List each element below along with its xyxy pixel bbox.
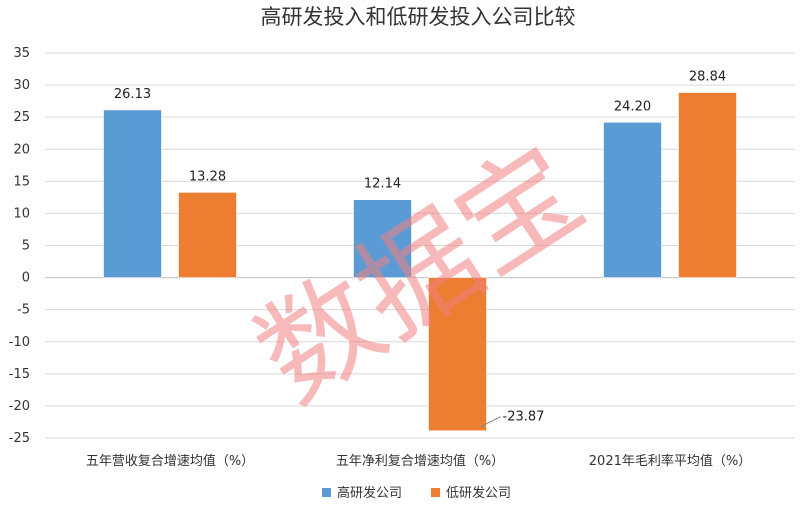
- y-tick-label: 5: [22, 239, 30, 254]
- y-tick-label: 30: [13, 78, 30, 93]
- x-category-label: 2021年毛利率平均值（%）: [589, 453, 751, 469]
- y-tick-label: 35: [13, 46, 30, 61]
- y-tick-label: 15: [13, 174, 30, 189]
- bar: [353, 199, 412, 278]
- y-tick-label: -20: [9, 399, 30, 414]
- y-tick-label: -10: [9, 335, 30, 350]
- data-label-leader: [480, 416, 501, 428]
- chart-title: 高研发投入和低研发投入公司比较: [261, 5, 576, 29]
- data-label: -23.87: [503, 410, 545, 425]
- bar: [103, 109, 162, 278]
- bar: [678, 92, 737, 278]
- x-category-label: 五年营收复合增速均值（%）: [86, 453, 254, 469]
- legend-swatch-low-rd: [431, 488, 440, 497]
- grid-lines: [45, 52, 795, 439]
- watermark-text: 数据宝: [233, 120, 605, 429]
- y-tick-label: -5: [17, 303, 30, 318]
- legend: 高研发公司 低研发公司: [322, 485, 511, 501]
- y-tick-label: -25: [9, 431, 30, 446]
- y-tick-label: 10: [13, 206, 30, 221]
- data-labels: 26.13 13.28 12.14 -23.87 24.20 28.84: [114, 70, 726, 428]
- y-axis-ticks: 35 30 25 20 15 10 5 0 -5 -10 -15 -20 -25: [9, 46, 30, 446]
- y-tick-label: 0: [22, 271, 30, 286]
- watermark: 数据宝: [233, 120, 605, 429]
- y-tick-label: 25: [13, 110, 30, 125]
- legend-label-high-rd: 高研发公司: [337, 485, 402, 501]
- data-label: 24.20: [614, 99, 651, 114]
- data-label: 13.28: [189, 169, 226, 184]
- y-tick-label: -15: [9, 367, 30, 382]
- y-tick-label: 20: [13, 142, 30, 157]
- legend-swatch-high-rd: [322, 488, 331, 497]
- data-label: 12.14: [364, 177, 401, 192]
- legend-label-low-rd: 低研发公司: [446, 485, 511, 501]
- bar: [428, 277, 487, 432]
- data-label: 28.84: [689, 70, 726, 85]
- bar: [603, 122, 662, 278]
- bars: [103, 92, 737, 432]
- data-label: 26.13: [114, 87, 151, 102]
- bar: [178, 192, 237, 278]
- x-axis-categories: 五年营收复合增速均值（%） 五年净利复合增速均值（%） 2021年毛利率平均值（%）: [86, 453, 751, 469]
- x-category-label: 五年净利复合增速均值（%）: [336, 453, 504, 469]
